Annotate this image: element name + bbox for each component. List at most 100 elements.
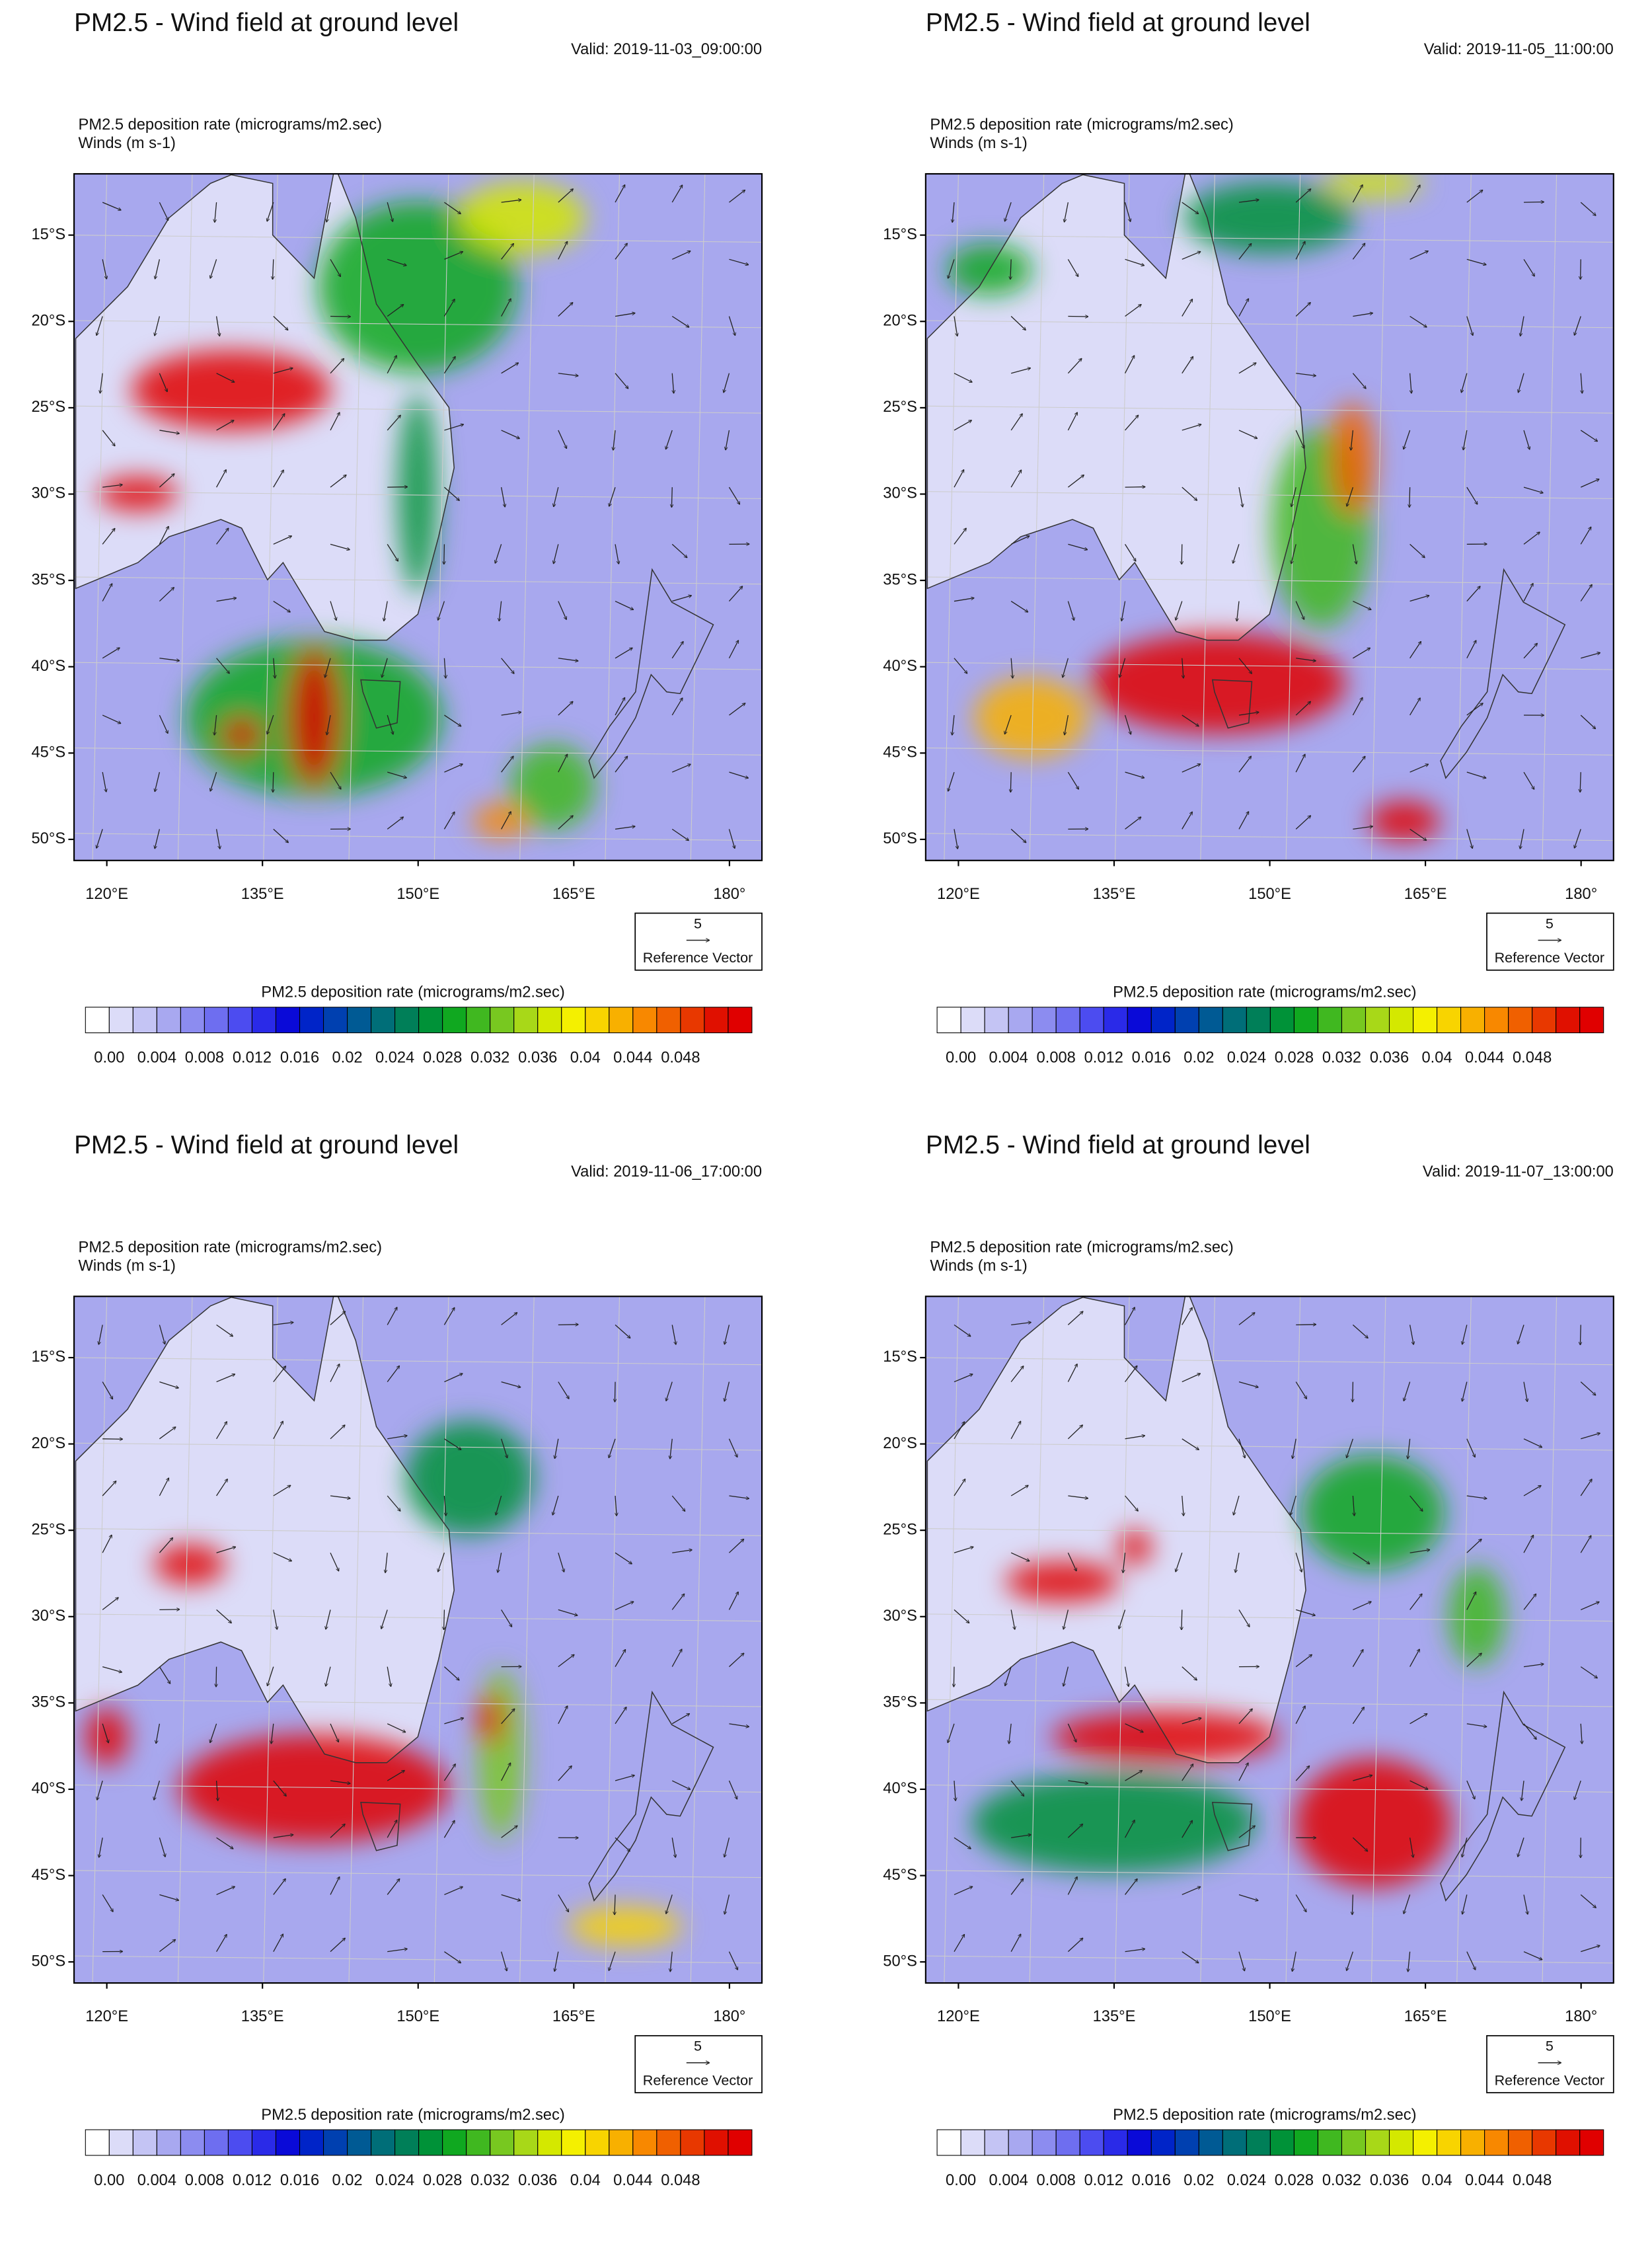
wind-arrow bbox=[1518, 1325, 1524, 1344]
parallel bbox=[74, 235, 763, 243]
wind-arrow bbox=[1581, 1433, 1600, 1440]
wind-arrow bbox=[1182, 715, 1199, 726]
meridian bbox=[348, 1296, 364, 1984]
wind-arrow bbox=[102, 1894, 113, 1912]
wind-arrow bbox=[387, 1366, 399, 1382]
wind-arrow bbox=[1580, 772, 1581, 792]
wind-arrow bbox=[215, 202, 217, 222]
wind-arrow bbox=[1238, 1709, 1252, 1725]
wind-arrow bbox=[615, 313, 635, 317]
wind-arrow bbox=[1352, 1707, 1364, 1725]
parallel bbox=[74, 1870, 763, 1879]
wind-arrow bbox=[1182, 1718, 1201, 1725]
wind-arrow bbox=[1123, 1553, 1126, 1572]
wind-arrow bbox=[1404, 1381, 1411, 1401]
lon-label: 150°E bbox=[1248, 886, 1291, 903]
lon-label: 165°E bbox=[552, 886, 595, 903]
wind-arrow bbox=[159, 1325, 165, 1344]
wind-arrow bbox=[726, 430, 730, 450]
wind-arrow bbox=[615, 1707, 626, 1725]
field-blob bbox=[478, 1668, 524, 1840]
wind-arrow bbox=[96, 829, 103, 848]
colorbar-box bbox=[418, 1007, 443, 1034]
colorbar-label: 0.028 bbox=[1275, 1050, 1314, 1067]
meridian bbox=[1200, 1296, 1215, 1984]
wind-arrow bbox=[1238, 756, 1251, 773]
colorbar-box bbox=[609, 2129, 634, 2156]
parallel bbox=[74, 491, 763, 499]
colorbar-box bbox=[960, 1007, 985, 1034]
wind-arrow bbox=[271, 1723, 274, 1744]
wind-arrow bbox=[1182, 486, 1197, 500]
wind-arrow bbox=[1125, 1495, 1139, 1511]
colorbar-box bbox=[275, 1007, 301, 1034]
wind-arrow bbox=[387, 415, 400, 431]
wind-arrow bbox=[729, 703, 745, 716]
meridian bbox=[1200, 174, 1215, 861]
colorbar-box bbox=[1222, 1007, 1247, 1034]
colorbar-label: 0.04 bbox=[1422, 2172, 1452, 2189]
wind-arrow bbox=[159, 474, 174, 488]
wind-arrow bbox=[1238, 1826, 1255, 1838]
wind-arrow bbox=[1295, 1894, 1306, 1912]
colorbar-box bbox=[275, 2129, 301, 2156]
wind-arrow bbox=[670, 1438, 673, 1459]
reference-label: Reference Vector bbox=[643, 2072, 753, 2088]
colorbar-box bbox=[1150, 1007, 1176, 1034]
colorbar-box bbox=[1150, 2129, 1176, 2156]
colorbar-box bbox=[632, 1007, 657, 1034]
colorbar-box bbox=[132, 1007, 157, 1034]
wind-arrow bbox=[1463, 430, 1468, 450]
field-blob bbox=[1448, 1566, 1506, 1666]
wind-arrow bbox=[273, 414, 285, 431]
wind-arrow bbox=[330, 1495, 350, 1498]
wind-arrow bbox=[1523, 1894, 1528, 1914]
wind-arrow bbox=[1238, 1381, 1258, 1387]
wind-arrow bbox=[159, 1478, 169, 1496]
wind-arrow bbox=[1409, 698, 1421, 716]
reference-box bbox=[634, 912, 763, 971]
wind-arrow bbox=[1238, 200, 1259, 203]
field bbox=[85, 1421, 683, 1947]
parallel bbox=[925, 1528, 1614, 1536]
wind-arrow bbox=[1295, 430, 1304, 448]
wind-arrow bbox=[1125, 1879, 1137, 1895]
wind-arrow bbox=[1067, 1311, 1082, 1325]
wind-arrow bbox=[1466, 1723, 1487, 1727]
colorbar-box bbox=[108, 2129, 133, 2156]
wind-arrow bbox=[728, 586, 742, 601]
field-blob bbox=[398, 393, 438, 594]
field-blob bbox=[1330, 402, 1376, 516]
wind-arrow bbox=[671, 1780, 690, 1789]
wind-arrow bbox=[102, 529, 115, 545]
colorbar-box bbox=[1293, 1007, 1318, 1034]
wind-arrow bbox=[952, 202, 955, 222]
wind-arrow bbox=[1233, 544, 1240, 563]
wind-arrow bbox=[1353, 1495, 1354, 1516]
lon-label: 150°E bbox=[396, 2008, 439, 2025]
wind-arrow bbox=[671, 185, 682, 203]
wind-arrow bbox=[615, 1324, 630, 1338]
colorbar-label: 0.028 bbox=[423, 1050, 462, 1067]
colorbar-label: 0.02 bbox=[332, 2172, 362, 2189]
wind-arrow bbox=[1347, 1438, 1354, 1458]
wind-arrow bbox=[615, 544, 619, 564]
colorbar-box bbox=[1413, 1007, 1438, 1034]
colorbar-box bbox=[960, 2129, 985, 2156]
wind-arrow bbox=[1523, 771, 1534, 789]
wind-arrow bbox=[1010, 658, 1012, 678]
wind-arrow bbox=[102, 202, 121, 210]
lon-label: 180° bbox=[1565, 2008, 1597, 2025]
colorbar-label: 0.024 bbox=[1227, 2172, 1266, 2189]
wind-arrow bbox=[273, 1609, 278, 1629]
wind-arrow bbox=[1409, 373, 1411, 393]
wind-arrow bbox=[273, 658, 275, 678]
parallel bbox=[925, 1613, 1614, 1622]
colorbar-box bbox=[1317, 2129, 1343, 2156]
wind-arrow bbox=[501, 812, 511, 830]
wind-arrow bbox=[1125, 1366, 1137, 1382]
wind-arrow bbox=[954, 373, 972, 382]
wind-arrow bbox=[1125, 1949, 1145, 1953]
parallel bbox=[74, 576, 763, 585]
lat-label: 40°S bbox=[32, 658, 66, 675]
